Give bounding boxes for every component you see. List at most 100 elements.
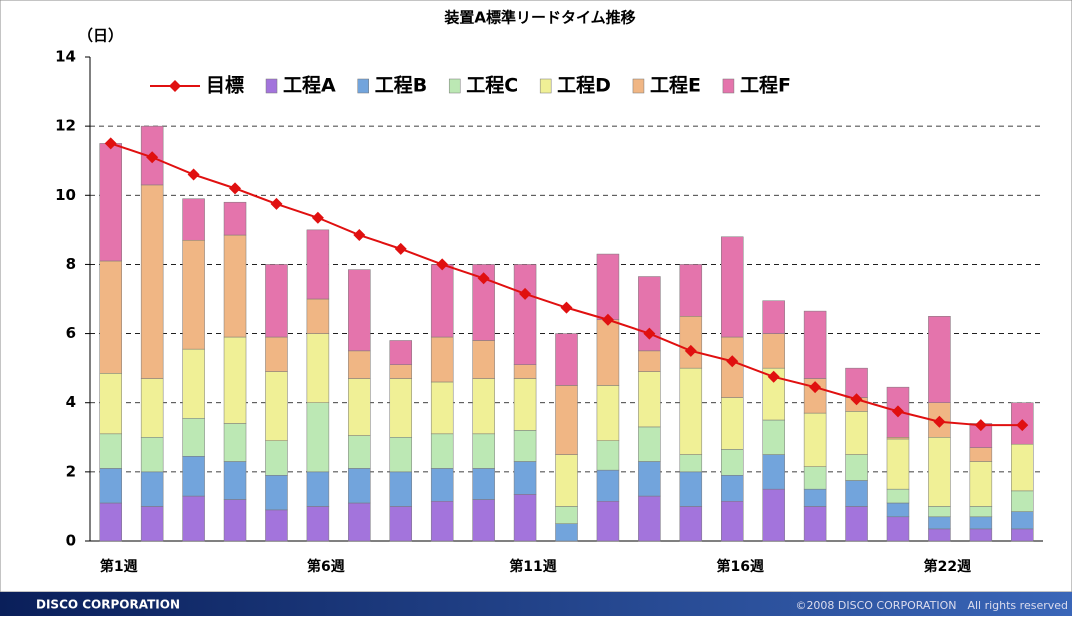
bar-segment — [638, 276, 661, 352]
bar-segment — [223, 461, 247, 500]
bar-segment — [886, 516, 910, 542]
target-marker — [850, 393, 863, 406]
bar-segment — [596, 385, 620, 441]
target-marker — [684, 344, 697, 357]
y-tick-label: 8 — [66, 255, 76, 273]
bar-segment — [928, 516, 951, 530]
bar-segment — [306, 506, 330, 542]
bar-segment — [638, 426, 661, 462]
bar-segment — [720, 475, 744, 502]
target-marker — [229, 182, 242, 195]
bar-segment — [969, 516, 993, 530]
bar-segment — [140, 378, 164, 438]
bar-segment — [679, 367, 703, 455]
chart-title: 装置A標準リードタイム推移 — [443, 9, 635, 27]
footer-right: ©2008 DISCO CORPORATION All rights reser… — [795, 599, 1068, 612]
bar-segment — [803, 466, 827, 490]
bar-segment — [99, 433, 122, 469]
bar-segment — [306, 298, 330, 334]
bar-segment — [596, 500, 620, 542]
bar-segment — [638, 371, 661, 428]
bar-segment — [348, 350, 371, 379]
bar-segment — [182, 495, 205, 542]
footer-bar — [0, 592, 1072, 616]
bar-segment — [182, 456, 205, 497]
legend-swatch — [722, 78, 735, 94]
bar-segment — [886, 437, 910, 440]
bar-segment — [720, 397, 744, 450]
x-tick-label: 第11週 — [509, 558, 556, 575]
target-marker — [104, 137, 117, 150]
bar-segment — [306, 402, 330, 473]
legend-label: 工程A — [283, 75, 336, 97]
target-marker — [311, 211, 324, 224]
bar-segment — [348, 435, 371, 469]
legend-swatch — [539, 78, 552, 94]
bar-segment — [928, 437, 951, 507]
bar-segment — [720, 500, 744, 542]
bar-segment — [555, 333, 578, 386]
legend-marker — [169, 80, 181, 92]
bar-segment — [720, 449, 744, 476]
bar-segment — [720, 336, 744, 398]
target-marker — [809, 381, 822, 394]
bar-segment — [389, 364, 413, 379]
bar-segment — [969, 528, 993, 542]
legend-label: 工程B — [375, 75, 427, 97]
bar-segment — [389, 378, 413, 438]
y-tick-label: 12 — [55, 117, 76, 135]
bar-segment — [969, 506, 993, 518]
bar-segment — [348, 269, 371, 352]
bar-segment — [679, 264, 703, 317]
bar-segment — [265, 264, 288, 338]
bar-segment — [679, 454, 703, 473]
legend-swatch — [448, 78, 461, 94]
bar-segment — [1011, 443, 1034, 492]
bar-segment — [1011, 490, 1034, 512]
bar-segment — [803, 506, 827, 542]
target-marker — [1016, 419, 1029, 432]
bar-segment — [182, 198, 205, 241]
bar-segment — [679, 471, 703, 507]
bar-segment — [99, 260, 122, 374]
bar-segment — [969, 461, 993, 507]
bar-segment — [969, 447, 993, 462]
bar-segment — [555, 506, 578, 524]
bar-segment — [306, 229, 330, 300]
bar-segment — [720, 236, 744, 338]
legend-swatch — [632, 78, 645, 94]
bar-segment — [430, 336, 454, 383]
bar-segment — [638, 350, 661, 372]
bar-segment — [472, 340, 495, 379]
bar-segment — [513, 430, 537, 462]
legend-label: 工程D — [557, 75, 611, 97]
legend-label: 工程C — [466, 75, 518, 97]
target-marker — [560, 301, 573, 314]
legend-label: 工程F — [740, 75, 791, 97]
bar-segment — [223, 336, 247, 424]
bar-segment — [265, 475, 288, 511]
bar-segment — [513, 461, 537, 495]
target-marker — [270, 197, 283, 210]
target-marker — [353, 229, 366, 242]
bar-segment — [762, 419, 785, 455]
bar-segment — [182, 348, 205, 419]
bar-segment — [596, 319, 620, 386]
bar-segment — [845, 411, 868, 455]
target-marker — [187, 168, 200, 181]
bar-segment — [348, 468, 371, 504]
x-tick-label: 第16週 — [716, 558, 763, 575]
bar-segment — [223, 423, 247, 462]
bar-segment — [99, 143, 122, 262]
bar-segment — [430, 500, 454, 542]
bar-segment — [513, 378, 537, 431]
bar-segment — [430, 264, 454, 338]
bar-segment — [306, 333, 330, 403]
bar-segment — [928, 506, 951, 518]
bar-segment — [306, 471, 330, 507]
bar-segment — [389, 471, 413, 507]
target-marker — [146, 151, 159, 164]
bar-segment — [140, 506, 164, 542]
